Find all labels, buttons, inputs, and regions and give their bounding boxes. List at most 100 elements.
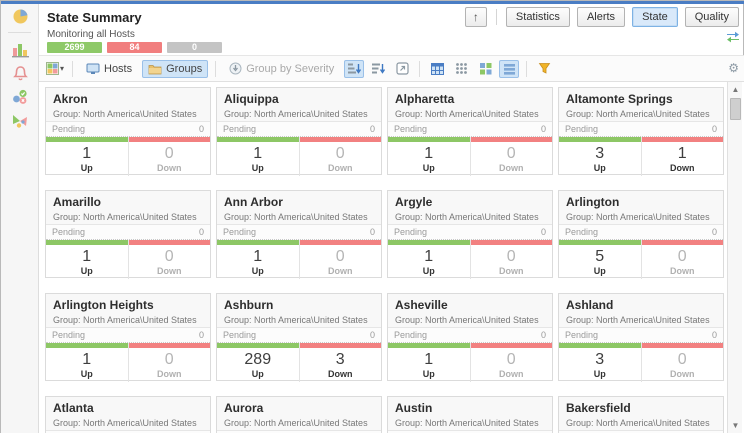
card-stats: 1 Up 0 Down: [388, 343, 552, 382]
toolbar-separator: [526, 60, 528, 77]
tab-state[interactable]: State: [632, 7, 678, 27]
group-card[interactable]: Akron Group: North America\United States…: [45, 87, 211, 176]
group-card[interactable]: Ashland Group: North America\United Stat…: [558, 293, 724, 382]
left-icon-rail: [1, 4, 39, 433]
up-cell: 5 Up: [559, 240, 642, 279]
card-title: Austin: [395, 401, 433, 415]
settings-gear-icon[interactable]: ⚙: [728, 61, 739, 75]
open-popup-icon[interactable]: [392, 60, 412, 78]
table-view-icon[interactable]: [427, 60, 447, 78]
up-status-bar: [217, 240, 299, 245]
down-cell: 0 Down: [299, 137, 381, 176]
sort-ascending-icon[interactable]: [344, 59, 365, 78]
pending-value: 0: [198, 227, 204, 237]
scrollbar-thumb[interactable]: [730, 98, 741, 120]
up-label: Up: [251, 163, 264, 173]
pending-row: Pending 0: [388, 122, 552, 137]
card-header: Ashburn Group: North America\United Stat…: [217, 294, 381, 328]
up-status-bar: [217, 343, 299, 348]
network-map-icon[interactable]: [1, 109, 39, 133]
vertical-scrollbar[interactable]: ▲ ▼: [727, 82, 742, 433]
collapse-up-button[interactable]: ↑: [464, 7, 487, 27]
group-card[interactable]: Arlington Heights Group: North America\U…: [45, 293, 211, 382]
card-title: Bakersfield: [566, 401, 631, 415]
down-status-bar: [470, 240, 552, 245]
sort-descending-icon[interactable]: [368, 60, 388, 78]
pie-chart-icon[interactable]: [1, 4, 39, 28]
group-card[interactable]: Ashburn Group: North America\United Stat…: [216, 293, 382, 382]
card-header: Austin Group: North America\United State…: [388, 397, 552, 431]
up-value: 1: [424, 145, 434, 162]
status-badges: 2699 84 0: [47, 42, 744, 53]
group-card[interactable]: Alpharetta Group: North America\United S…: [387, 87, 553, 176]
up-value: 289: [244, 351, 272, 368]
down-label: Down: [328, 369, 353, 379]
down-status-bar: [128, 137, 210, 142]
download-circle-icon: [229, 62, 242, 75]
pending-label: Pending: [52, 227, 86, 237]
pending-row: Pending 0: [217, 328, 381, 343]
alerts-bell-icon[interactable]: [1, 61, 39, 85]
card-title: Atlanta: [53, 401, 94, 415]
group-card[interactable]: Austin Group: North America\United State…: [387, 396, 553, 433]
card-title: Aliquippa: [224, 92, 279, 106]
header-buttons: ↑ Statistics Alerts State Quality: [464, 7, 739, 27]
up-status-bar: [388, 137, 470, 142]
list-view-icon[interactable]: [499, 59, 520, 78]
group-card[interactable]: Atlanta Group: North America\United Stat…: [45, 396, 211, 433]
card-header: Akron Group: North America\United States: [46, 88, 210, 122]
host-status-icon[interactable]: [1, 85, 39, 109]
tab-statistics[interactable]: Statistics: [505, 7, 570, 27]
group-card[interactable]: Bakersfield Group: North America\United …: [558, 396, 724, 433]
toolbar-separator: [72, 60, 73, 77]
up-cell: 1 Up: [388, 343, 471, 382]
down-value: 0: [677, 351, 687, 368]
swap-arrows-icon[interactable]: [726, 30, 740, 48]
scroll-up-arrow[interactable]: ▲: [731, 85, 740, 94]
card-group: Group: North America\United States: [566, 315, 710, 325]
filter-funnel-icon[interactable]: [534, 60, 554, 78]
down-label: Down: [670, 266, 695, 276]
group-card[interactable]: Asheville Group: North America\United St…: [387, 293, 553, 382]
group-card[interactable]: Aliquippa Group: North America\United St…: [216, 87, 382, 176]
card-title: Amarillo: [53, 195, 102, 209]
hosts-button[interactable]: Hosts: [80, 60, 138, 78]
down-label: Down: [328, 163, 353, 173]
down-status-bar: [128, 240, 210, 245]
down-cell: 0 Down: [470, 343, 552, 382]
card-group: Group: North America\United States: [224, 315, 368, 325]
card-header: Argyle Group: North America\United State…: [388, 191, 552, 225]
down-cell: 0 Down: [641, 343, 723, 382]
groups-button[interactable]: Groups: [142, 59, 209, 78]
pending-row: Pending 0: [217, 225, 381, 240]
card-header: Aurora Group: North America\United State…: [217, 397, 381, 431]
bar-chart-icon[interactable]: [1, 37, 39, 61]
pending-label: Pending: [52, 124, 86, 134]
block-view-icon[interactable]: [475, 60, 495, 78]
group-by-severity-button[interactable]: Group by Severity: [223, 59, 340, 78]
down-value: 0: [506, 248, 516, 265]
monitoring-label: Monitoring all Hosts: [47, 29, 135, 40]
down-label: Down: [670, 163, 695, 173]
group-card[interactable]: Arlington Group: North America\United St…: [558, 190, 724, 279]
group-card[interactable]: Amarillo Group: North America\United Sta…: [45, 190, 211, 279]
group-card[interactable]: Altamonte Springs Group: North America\U…: [558, 87, 724, 176]
pending-value: 0: [198, 330, 204, 340]
down-status-bar: [128, 343, 210, 348]
group-card[interactable]: Argyle Group: North America\United State…: [387, 190, 553, 279]
down-cell: 0 Down: [470, 137, 552, 176]
dots-view-icon[interactable]: [451, 60, 471, 78]
up-label: Up: [422, 266, 435, 276]
up-label: Up: [80, 369, 93, 379]
pending-value: 0: [711, 227, 717, 237]
group-card[interactable]: Ann Arbor Group: North America\United St…: [216, 190, 382, 279]
tab-quality[interactable]: Quality: [684, 7, 739, 27]
up-cell: 1 Up: [217, 240, 300, 279]
group-card[interactable]: Aurora Group: North America\United State…: [216, 396, 382, 433]
tab-alerts[interactable]: Alerts: [576, 7, 626, 27]
view-selector-icon[interactable]: ▾: [45, 60, 65, 78]
up-cell: 289 Up: [217, 343, 300, 382]
scroll-down-arrow[interactable]: ▼: [731, 421, 740, 430]
card-stats: 1 Up 0 Down: [388, 240, 552, 279]
card-stats: 5 Up 0 Down: [559, 240, 723, 279]
